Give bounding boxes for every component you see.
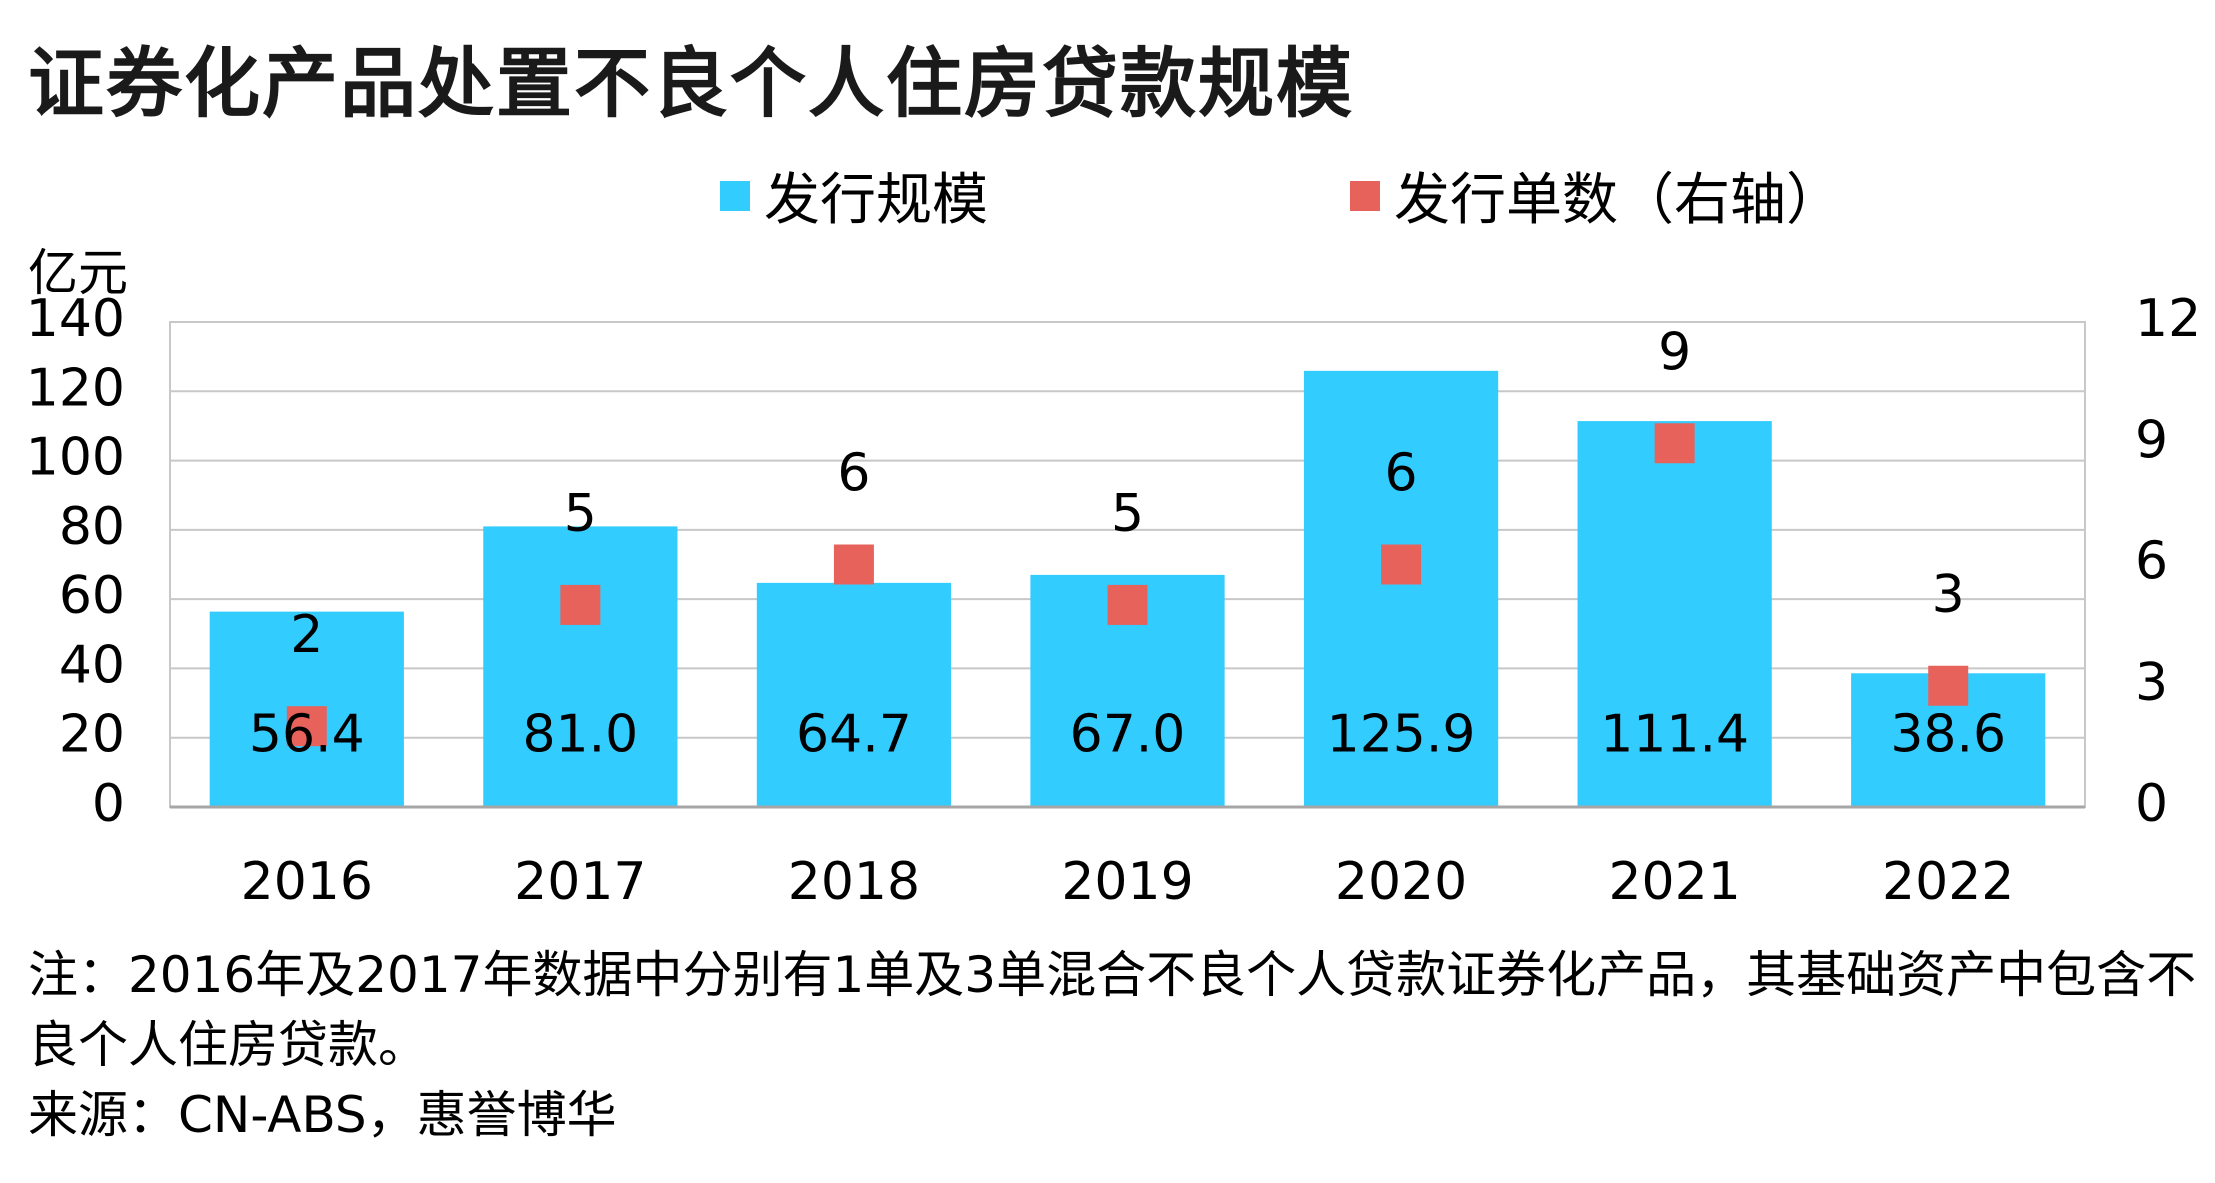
legend-item-point: 发行单数（右轴） [1350,155,1842,236]
x-tick-label: 2016 [241,852,373,912]
bar-data-label: 67.0 [1070,705,1186,765]
y-left-tick-label: 60 [59,566,125,626]
x-tick-label: 2017 [514,852,646,912]
point-data-label: 9 [1658,322,1691,382]
x-tick-label: 2019 [1061,852,1193,912]
x-tick-label: 2020 [1335,852,1467,912]
y-axis-unit: 亿元 [28,244,128,302]
legend-label-bar: 发行规模 [764,168,988,233]
y-right-tick-label: 3 [2135,653,2168,713]
x-tick-label: 2022 [1882,852,2014,912]
point-marker [1928,665,1969,706]
note-text: 注：2016年及2017年数据中分别有1单及3单混合不良个人贷款证券化产品，其基… [28,946,2197,1074]
legend-label-point: 发行单数（右轴） [1394,168,1842,233]
legend-swatch-point [1350,180,1380,211]
y-left-tick-label: 20 [59,705,125,765]
y-right-tick-label: 0 [2135,774,2168,834]
y-left-tick-label: 140 [26,289,125,349]
point-data-label: 5 [1111,484,1144,544]
bar [1577,421,1772,807]
point-marker [286,706,327,747]
bar [483,526,678,807]
x-tick-label: 2018 [788,852,920,912]
y-right-tick-label: 6 [2135,532,2168,592]
y-left-tick-label: 100 [26,428,125,488]
point-marker [1654,423,1695,464]
legend: 发行规模 发行单数（右轴） [0,155,2215,233]
point-data-label: 6 [837,444,870,504]
chart-title: 证券化产品处置不良个人住房贷款规模 [28,39,1354,128]
y-left-tick-label: 120 [26,358,125,418]
y-right-tick-label: 12 [2135,289,2201,349]
point-marker [833,544,874,585]
bar-data-label: 56.4 [249,705,365,765]
point-marker [1381,544,1422,585]
bar [1303,370,1499,807]
point-marker [1107,584,1148,625]
legend-swatch-bar [720,180,750,211]
bar-data-label: 38.6 [1890,705,2006,765]
source-text: 来源：CN-ABS，惠誉博华 [28,1086,617,1144]
bar [756,582,952,807]
bar-data-label: 81.0 [522,705,638,765]
notes: 注：2016年及2017年数据中分别有1单及3单混合不良个人贷款证券化产品，其基… [28,940,2198,1150]
point-data-label: 5 [564,484,597,544]
bar-data-label: 125.9 [1327,705,1476,765]
y-left-tick-label: 40 [59,635,125,695]
point-data-label: 3 [1932,565,1965,625]
legend-item-bar: 发行规模 [720,155,988,236]
y-right-tick-label: 9 [2135,410,2168,470]
point-data-label: 2 [290,605,323,665]
y-left-tick-label: 0 [92,774,125,834]
bar-data-label: 64.7 [796,705,912,765]
x-tick-label: 2021 [1608,852,1740,912]
bar-data-label: 111.4 [1600,705,1749,765]
point-marker [560,584,601,625]
y-left-tick-label: 80 [59,497,125,557]
point-data-label: 6 [1385,444,1418,504]
